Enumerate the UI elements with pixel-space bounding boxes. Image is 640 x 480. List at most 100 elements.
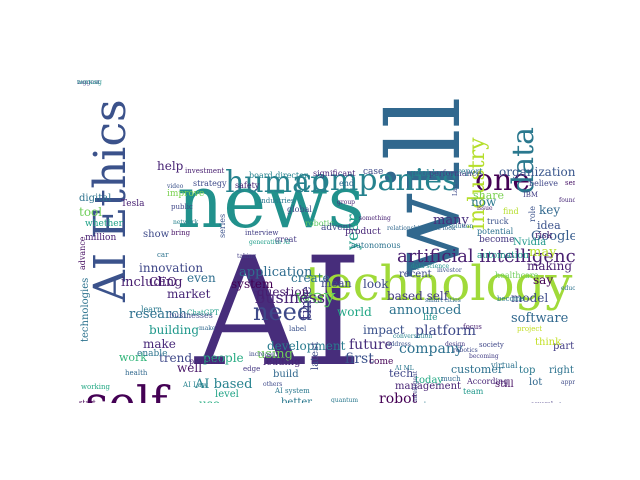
cloud-word: issue [477, 205, 493, 212]
cloud-word: system [231, 277, 274, 291]
cloud-word: team [463, 387, 484, 396]
cloud-word: According [467, 377, 509, 386]
cloud-word: robot [379, 391, 418, 403]
cloud-word: right [549, 365, 574, 376]
cloud-word: interview [245, 229, 279, 237]
cloud-word: group [337, 199, 356, 206]
cloud-word: car [157, 251, 169, 259]
cloud-word: recent [399, 269, 432, 280]
cloud-word: make [199, 325, 216, 332]
cloud-word: AI Law [183, 381, 208, 389]
cloud-word: still [495, 379, 514, 390]
cloud-word: company [399, 341, 463, 357]
cloud-word: innovation [139, 261, 204, 275]
cloud-word: using [257, 347, 293, 362]
cloud-word: learn [141, 305, 163, 314]
cloud-word: industries [259, 197, 295, 205]
cloud-word: making [527, 259, 573, 273]
word-cloud: AIwillnewstechnologydrivingselfAI Ethics… [77, 80, 575, 403]
cloud-word: industry [465, 137, 490, 230]
cloud-word: make [143, 337, 176, 351]
cloud-word: address [387, 341, 411, 348]
cloud-word: approach [561, 379, 575, 386]
cloud-word: based self [387, 289, 449, 303]
cloud-word: safety [235, 181, 260, 190]
cloud-word: great [275, 235, 297, 244]
cloud-word: better [281, 397, 313, 404]
cloud-word: autonomous [351, 241, 401, 250]
cloud-word: believe [529, 179, 558, 188]
cloud-word: true [407, 265, 420, 272]
cloud-word: tech [389, 367, 414, 380]
cloud-word: series [218, 213, 227, 238]
cloud-word: potential [477, 227, 514, 236]
cloud-word: focus [463, 323, 482, 331]
cloud-word: leading [263, 357, 301, 368]
cloud-word: label [289, 325, 307, 333]
cloud-word: society [479, 341, 504, 349]
cloud-word: board director [249, 171, 308, 180]
cloud-word: AI [195, 226, 363, 400]
cloud-word: several [531, 402, 553, 404]
cloud-word: health [125, 369, 148, 377]
cloud-word: network [173, 219, 199, 226]
cloud-word: significant [313, 169, 356, 178]
cloud-word: data science [411, 263, 449, 270]
cloud-word: well [177, 361, 203, 375]
cloud-word: product [345, 227, 381, 237]
cloud-word: business [255, 288, 326, 307]
cloud-word: AI system [275, 387, 310, 395]
cloud-word: becoming [469, 353, 499, 360]
cloud-word: much [441, 375, 461, 383]
cloud-word: even [187, 271, 216, 285]
cloud-word: technologies [80, 277, 91, 342]
cloud-word: video [167, 183, 184, 190]
cloud-word: going [411, 402, 439, 404]
cloud-word: start [79, 399, 96, 404]
cloud-word: robotic [305, 219, 334, 228]
cloud-word: artificial intelligence [397, 246, 575, 267]
cloud-word: development [267, 339, 346, 353]
cloud-word: million [85, 233, 117, 243]
cloud-word: now [471, 195, 497, 209]
cloud-word: robotics [453, 347, 478, 354]
cloud-word: become [479, 235, 515, 245]
cloud-word: need [253, 298, 313, 326]
cloud-word: advent [321, 223, 352, 233]
cloud-word: working [81, 383, 111, 391]
cloud-word: idea [537, 219, 561, 232]
cloud-word: biggest [77, 80, 100, 86]
cloud-word: automation [477, 251, 529, 261]
cloud-word: Law [452, 183, 459, 196]
cloud-word: public [171, 203, 193, 211]
cloud-word: AI based [195, 377, 253, 392]
cloud-word: say [533, 273, 554, 287]
cloud-word: including [121, 275, 183, 290]
cloud-word: solution [449, 223, 474, 230]
cloud-word: market [167, 287, 211, 301]
cloud-word: create [291, 271, 330, 285]
cloud-word: case [363, 167, 384, 177]
cloud-word: problem [411, 169, 449, 179]
cloud-word: whether [85, 219, 123, 229]
cloud-word: Tesla [121, 199, 145, 209]
cloud-word: many [433, 213, 469, 228]
cloud-word: smart cities [425, 297, 461, 304]
cloud-word: performance [429, 169, 482, 178]
cloud-word: taking [237, 253, 257, 260]
cloud-word: look [363, 277, 389, 291]
cloud-word: intelligent [412, 370, 419, 402]
cloud-word: come [369, 357, 394, 367]
cloud-word: practice [189, 357, 223, 366]
cloud-word: build [273, 369, 299, 380]
cloud-word: strategy [193, 179, 227, 188]
cloud-word: CEO [149, 275, 177, 289]
cloud-word: AI ML [395, 365, 414, 372]
cloud-word: help [157, 159, 184, 173]
cloud-word: level [215, 389, 239, 400]
cloud-word: enable [137, 349, 168, 359]
cloud-word: research [129, 307, 187, 322]
cloud-word: customer [451, 363, 504, 376]
cloud-word: risk [535, 231, 553, 241]
cloud-word: virtual [491, 361, 518, 370]
